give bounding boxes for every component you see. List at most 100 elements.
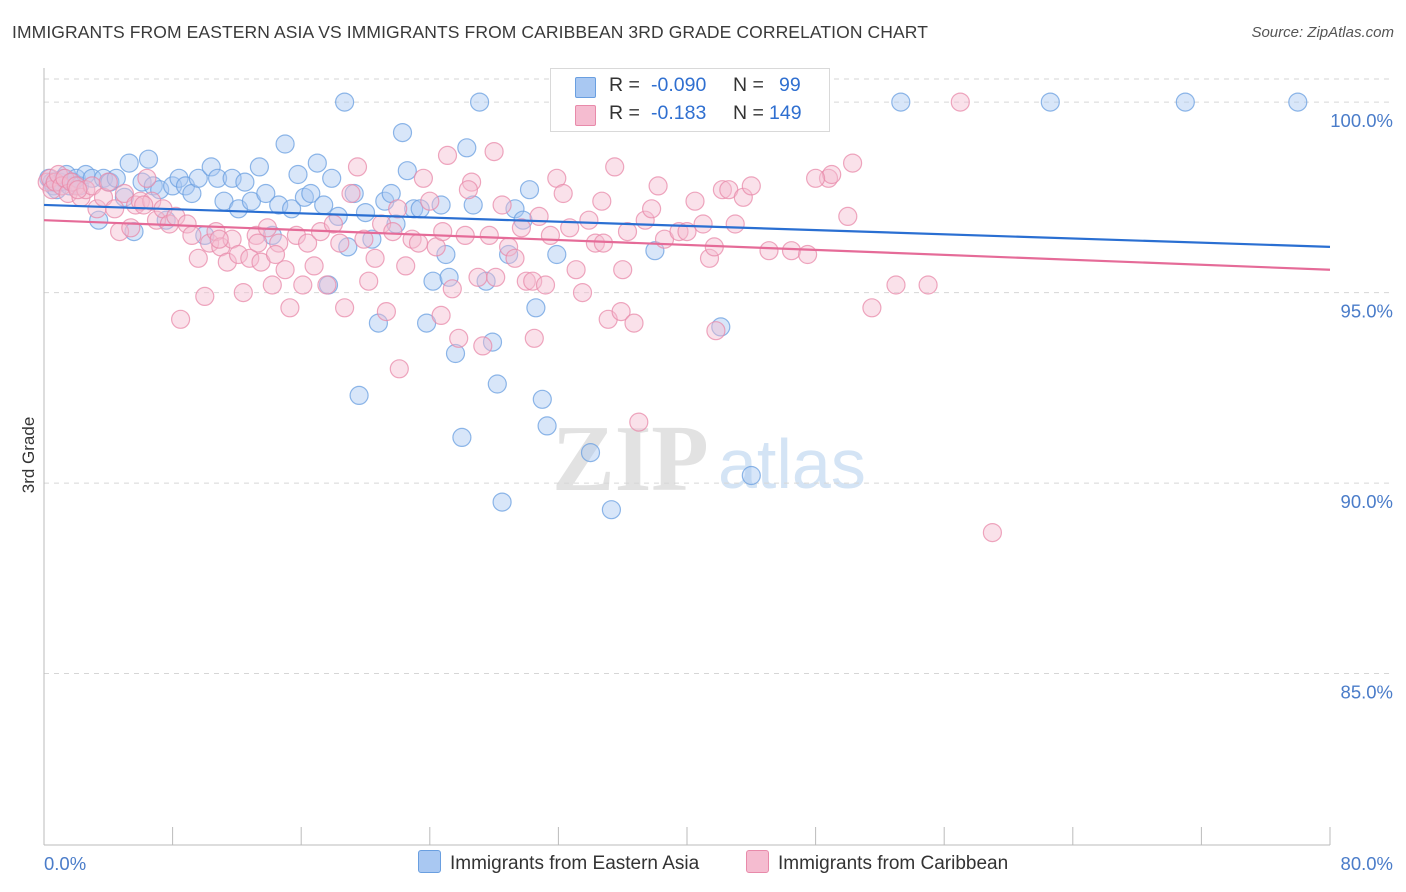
watermark-atlas: atlas (718, 425, 866, 503)
point-caribbean (246, 225, 266, 245)
point-caribbean (130, 191, 150, 211)
point-eastern-asia (470, 92, 490, 112)
point-caribbean (523, 271, 543, 291)
point-eastern-asia (275, 134, 295, 154)
legend-n-label: N = (733, 74, 764, 96)
legend: R = -0.090 N = 99 R = -0.183 N = 149 (550, 68, 830, 132)
point-caribbean (431, 305, 451, 325)
point-caribbean (706, 321, 726, 341)
point-caribbean (82, 176, 102, 196)
point-caribbean (781, 241, 802, 261)
point-caribbean (317, 275, 337, 295)
point-caribbean (280, 298, 300, 318)
point-caribbean (511, 218, 532, 238)
point-caribbean (354, 229, 374, 249)
point-caribbean (200, 233, 220, 253)
legend-n-value: 149 (769, 102, 802, 124)
point-caribbean (365, 248, 385, 268)
point-caribbean (629, 412, 649, 432)
bottom-legend-label: Immigrants from Eastern Asia (450, 853, 700, 874)
y-tick-label: 85.0% (1341, 682, 1393, 703)
point-caribbean (725, 214, 745, 234)
point-eastern-asia (1040, 92, 1060, 112)
point-eastern-asia (445, 343, 466, 364)
point-eastern-asia (452, 427, 472, 447)
point-caribbean (492, 195, 512, 215)
point-eastern-asia (169, 168, 189, 188)
point-caribbean (648, 176, 668, 196)
point-eastern-asia (222, 168, 242, 188)
point-caribbean (388, 199, 408, 219)
point-eastern-asia (526, 298, 546, 318)
point-caribbean (265, 244, 286, 265)
point-caribbean (335, 298, 355, 318)
point-caribbean (553, 183, 573, 204)
point-caribbean (733, 187, 753, 207)
legend-swatch-blue (575, 77, 596, 98)
x-tick-label: 80.0% (1341, 853, 1393, 874)
point-caribbean (516, 271, 536, 291)
y-axis-label: 3rd Grade (19, 417, 38, 494)
point-eastern-asia (368, 313, 388, 333)
point-eastern-asia (532, 389, 552, 409)
point-caribbean (693, 214, 713, 234)
point-caribbean (383, 222, 403, 242)
gridlines (44, 78, 1392, 675)
source-credit: Source: ZipAtlas.com (1251, 24, 1394, 41)
point-eastern-asia (463, 195, 483, 215)
point-eastern-asia (547, 244, 567, 265)
x-tick-label: 0.0% (44, 853, 86, 874)
point-caribbean (566, 260, 586, 280)
y-tick-label: 90.0% (1341, 491, 1393, 512)
point-eastern-asia (580, 443, 601, 463)
point-caribbean (275, 260, 295, 280)
point-caribbean (613, 260, 633, 280)
point-caribbean (330, 233, 350, 253)
point-caribbean (233, 283, 253, 303)
point-caribbean (298, 233, 318, 253)
point-caribbean (540, 225, 561, 245)
point-eastern-asia (741, 465, 761, 486)
point-eastern-asia (249, 157, 269, 177)
point-eastern-asia (487, 374, 507, 394)
point-caribbean (228, 244, 249, 265)
point-caribbean (579, 210, 599, 230)
point-eastern-asia (431, 195, 451, 215)
point-caribbean (759, 241, 779, 261)
legend-swatch-pink (575, 105, 596, 126)
point-eastern-asia (439, 267, 459, 287)
legend-r-value: -0.183 (651, 102, 707, 124)
point-caribbean (572, 283, 593, 303)
point-caribbean (134, 195, 154, 215)
bottom-legend-swatch-pink (746, 850, 769, 873)
point-caribbean (248, 233, 268, 253)
point-caribbean (611, 302, 631, 322)
point-caribbean (524, 328, 544, 348)
point-caribbean (982, 522, 1003, 543)
axes (43, 68, 1331, 846)
bottom-legend-swatch-blue (418, 850, 441, 873)
point-caribbean (433, 222, 453, 242)
point-caribbean (468, 267, 488, 287)
point-caribbean (685, 191, 705, 211)
legend-n-label: N = (733, 102, 764, 124)
point-eastern-asia (891, 92, 911, 112)
point-caribbean (240, 248, 260, 268)
tick-labels: 85.0% 90.0% 95.0% 100.0% 0.0% 80.0% (44, 110, 1393, 874)
point-caribbean (437, 145, 458, 165)
point-caribbean (188, 248, 208, 268)
point-eastern-asia (457, 138, 477, 158)
point-caribbean (842, 153, 863, 173)
point-eastern-asia (208, 168, 228, 188)
point-eastern-asia (335, 92, 355, 112)
legend-r-label: R = (609, 74, 640, 96)
point-caribbean (341, 183, 361, 204)
point-eastern-asia (256, 183, 276, 204)
point-caribbean (886, 275, 906, 295)
y-tick-label: 95.0% (1341, 301, 1393, 322)
point-eastern-asia (201, 157, 221, 177)
legend-row-eastern-asia: R = -0.090 N = 99 (551, 73, 829, 101)
point-eastern-asia (423, 271, 443, 291)
point-caribbean (420, 191, 440, 211)
point-caribbean (408, 233, 429, 253)
